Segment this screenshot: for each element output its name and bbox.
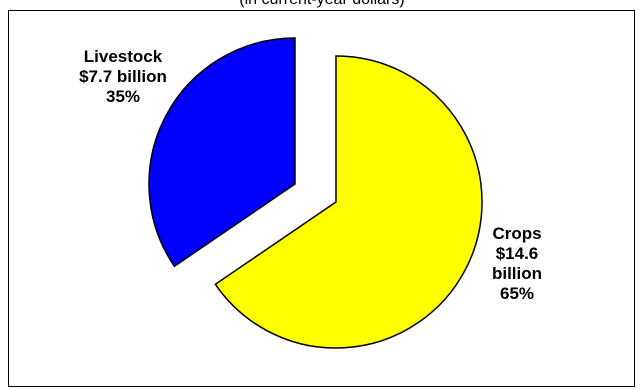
slice-label-livestock: Livestock $7.7 billion 35% <box>48 47 198 107</box>
slice-label-crops-name: Crops <box>492 224 542 243</box>
slice-label-crops: Crops $14.6 billion 65% <box>465 224 569 304</box>
slice-label-livestock-name: Livestock <box>83 47 163 66</box>
pie-slice-livestock <box>148 37 296 268</box>
slice-label-livestock-value: $7.7 billion <box>79 67 167 86</box>
chart-subtitle: (in current-year dollars) <box>0 0 644 9</box>
slice-label-livestock-percent: 35% <box>105 87 141 106</box>
slice-label-crops-value-line1: $14.6 <box>495 244 539 263</box>
slice-label-crops-percent: 65% <box>499 284 535 303</box>
pie-slice-crops <box>214 55 483 349</box>
chart-subtitle-clip: (in current-year dollars) <box>0 0 644 10</box>
slice-label-crops-value-line2: billion <box>491 264 543 283</box>
